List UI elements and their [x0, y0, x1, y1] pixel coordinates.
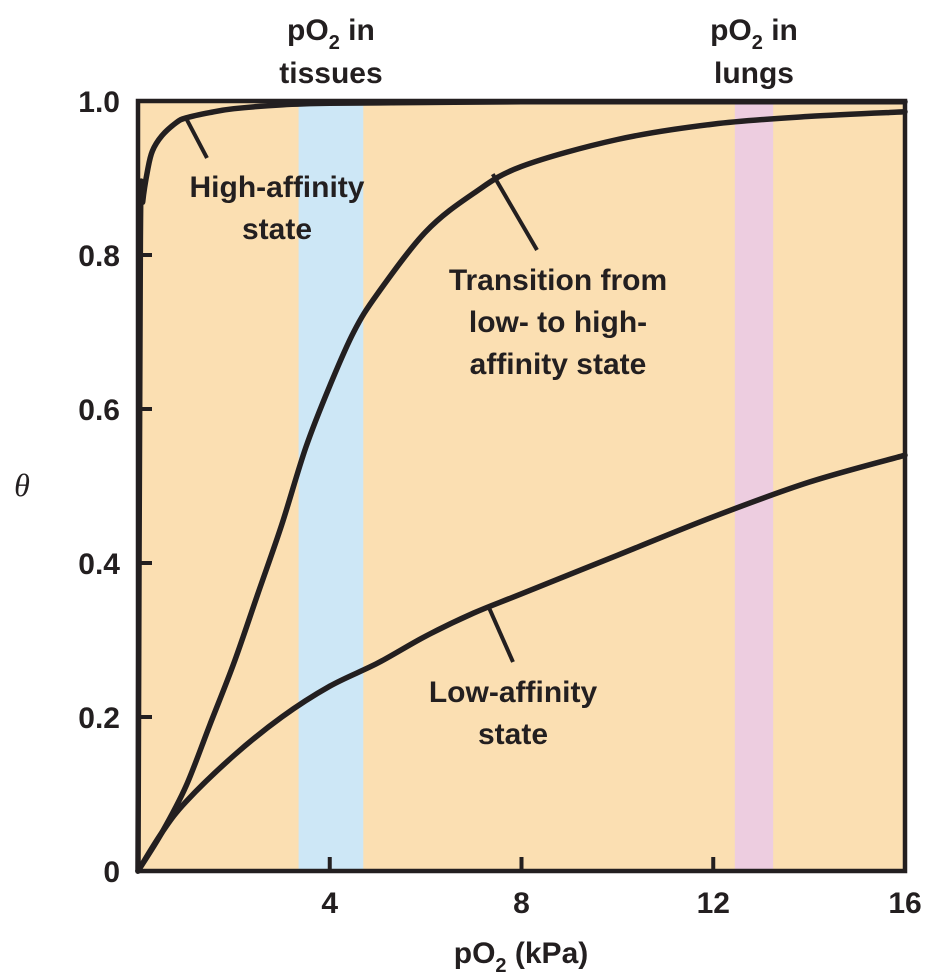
annotation-leader-2 [491, 173, 539, 252]
band-label-1-line2: tissues [279, 57, 382, 90]
x-tick-label: 4 [321, 887, 338, 920]
y-tick-label: 0.8 [78, 240, 120, 273]
x-tick-label: 12 [697, 887, 730, 920]
annotation-leader-1 [184, 117, 209, 159]
annotation-leader-3 [486, 604, 515, 663]
annotation-2-line-2: low- to high- [469, 306, 647, 339]
series-line-3 [135, 452, 908, 874]
x-tick-label: 8 [513, 887, 530, 920]
plot-background [138, 101, 905, 871]
annotation-1-line-2: state [242, 213, 312, 246]
band-label-2: pO2 in [710, 14, 798, 54]
shaded-band-2 [734, 101, 774, 871]
series-line-2 [135, 109, 908, 874]
y-tick-label: 0.6 [78, 394, 120, 427]
annotation-3-line-1: Low-affinity [429, 676, 598, 709]
y-tick-label: 0 [103, 856, 120, 889]
y-tick-label: 0.4 [78, 548, 120, 581]
y-tick-label: 0.2 [78, 702, 120, 735]
annotation-2-line-3: affinity state [470, 348, 647, 381]
shaded-band-1 [298, 101, 364, 871]
x-axis-label: pO2 (kPa) [454, 937, 589, 977]
annotation-2-line-1: Transition from [449, 264, 667, 297]
y-axis-label: θ [14, 467, 30, 503]
band-label-2-line2: lungs [714, 57, 794, 90]
x-tick-label: 16 [888, 887, 921, 920]
annotation-1-line-1: High-affinity [190, 171, 365, 204]
y-tick-label: 1.0 [78, 86, 120, 119]
band-label-1: pO2 in [287, 14, 375, 54]
annotation-3-line-2: state [478, 718, 548, 751]
